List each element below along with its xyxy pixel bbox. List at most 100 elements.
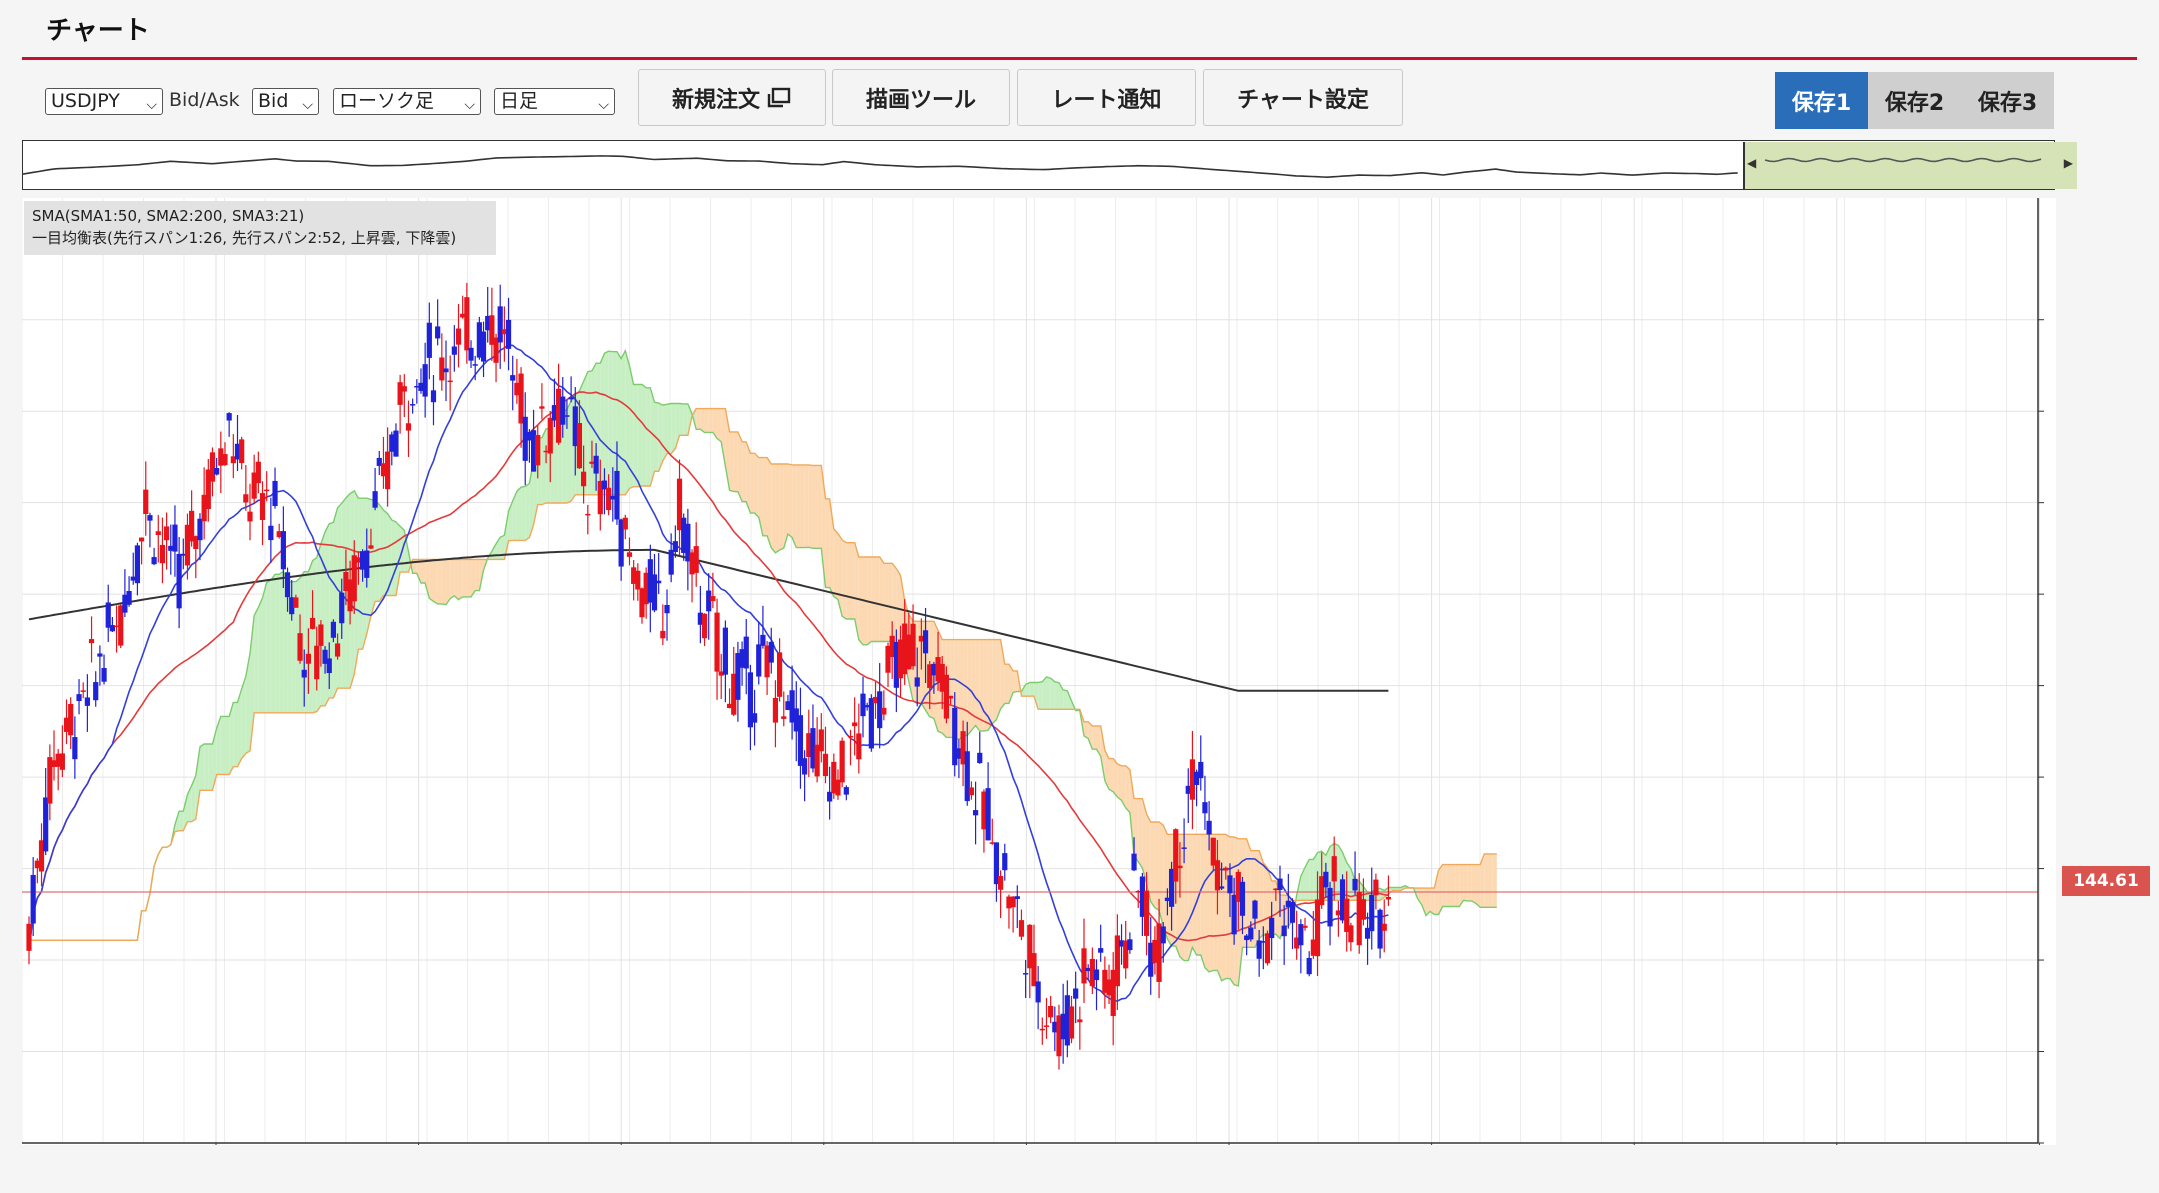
timeframe-select[interactable]: 日足 ⌵ [494, 88, 615, 115]
candle-body [1310, 939, 1316, 956]
candle-body [614, 470, 620, 520]
candle [656, 552, 662, 594]
candle [243, 464, 249, 511]
candle [789, 665, 795, 740]
cloud-segment-up [283, 571, 288, 713]
cloud-segment-up [525, 483, 530, 541]
candle-body [1181, 847, 1187, 849]
chart-type-select[interactable]: ローソク足 ⌵ [333, 88, 481, 115]
candle [735, 641, 741, 722]
candle-body [284, 572, 291, 598]
candle-body [101, 668, 107, 682]
cloud-segment-down [733, 431, 738, 492]
candle-body [401, 386, 407, 392]
price-chart[interactable]: 157.81155.70153.59151.48149.37147.26145.… [22, 198, 2056, 1145]
cloud-segment-up [254, 607, 259, 713]
candle-body [93, 682, 99, 701]
candle-body [818, 729, 824, 752]
navigator-range-window[interactable]: ◀ ▶ [1743, 142, 2077, 189]
candle-body [234, 443, 241, 460]
save-slot-3-button[interactable]: 保存3 [1961, 72, 2054, 129]
current-price-tag: 144.61 [2062, 866, 2150, 896]
cloud-segment-up [195, 746, 200, 820]
cloud-segment-up [387, 513, 392, 596]
candle [330, 619, 337, 643]
indicator-legend: SMA(SMA1:50, SMA2:200, SMA3:21) 一目均衡表(先行… [24, 201, 496, 255]
candle-body [197, 518, 203, 541]
save-slot-2-button[interactable]: 保存2 [1868, 72, 1961, 129]
new-order-button[interactable]: 新規注文 [638, 69, 826, 126]
candle [1143, 872, 1150, 956]
cloud-segment-down [854, 542, 859, 640]
cloud-segment-down [750, 453, 755, 514]
candle-body [768, 641, 774, 663]
candle-body [576, 423, 583, 469]
candle-body [785, 701, 791, 710]
candle [1002, 843, 1008, 881]
candle-body [643, 572, 649, 605]
candle-body [1239, 881, 1246, 916]
cloud-segment-down [804, 464, 809, 548]
cloud-segment-up [1038, 681, 1043, 710]
cloud-segment-down [1159, 821, 1164, 926]
candle [1298, 919, 1304, 974]
candle [1018, 909, 1025, 941]
candle-body [214, 468, 220, 475]
cloud-segment-down [917, 621, 922, 704]
candle-body [1127, 939, 1133, 951]
candle [593, 443, 599, 491]
navigator-left-handle-icon[interactable]: ◀ [1747, 156, 1757, 170]
cloud-segment-up [662, 404, 668, 461]
candle-body [656, 580, 662, 584]
cloud-segment-down [454, 559, 459, 600]
chart-navigator[interactable]: ◀ ▶ [22, 140, 2077, 190]
candle-body [1206, 820, 1212, 835]
candle-body [622, 517, 628, 530]
candle [155, 514, 161, 563]
candle [418, 368, 424, 394]
navigator-right-handle-icon[interactable]: ▶ [2063, 156, 2073, 170]
candle-body [251, 472, 257, 499]
candle [843, 785, 849, 801]
bid-ask-select[interactable]: Bid ⌵ [252, 88, 319, 115]
drawing-tools-button[interactable]: 描画ツール [832, 69, 1010, 126]
candle-body [972, 810, 979, 816]
candle [1214, 840, 1221, 915]
candle [247, 483, 253, 541]
candle-body [1131, 853, 1137, 871]
save-slot-1-button[interactable]: 保存1 [1775, 72, 1868, 129]
candle [1064, 980, 1070, 1058]
candle-body [1219, 886, 1225, 889]
candle [476, 316, 482, 360]
cloud-segment-up [216, 716, 221, 775]
candle-body [151, 557, 157, 565]
candle [397, 374, 403, 434]
candle-body [885, 645, 891, 673]
candle [1231, 877, 1237, 945]
cloud-segment-up [583, 371, 588, 495]
candle-body [939, 663, 945, 692]
candle-body [368, 545, 374, 549]
candle-body [797, 715, 804, 766]
cloud-segment-up [183, 794, 188, 831]
chart-settings-button[interactable]: チャート設定 [1203, 69, 1403, 126]
candle-body [451, 346, 457, 355]
cloud-segment-up [204, 743, 209, 791]
candle [126, 576, 132, 607]
cloud-segment-down [846, 542, 851, 619]
cloud-segment-up [329, 522, 334, 698]
candle-body [1356, 891, 1362, 946]
candle-body [1085, 967, 1091, 972]
candle-body [1264, 933, 1271, 964]
candle [831, 753, 837, 799]
cloud-segment-down [446, 559, 451, 605]
candle-body [1027, 924, 1033, 969]
candle [1085, 964, 1091, 980]
symbol-select[interactable]: USDJPY ⌵ [45, 88, 163, 115]
candle [1093, 959, 1100, 1011]
candle [877, 663, 883, 749]
candle-body [113, 625, 120, 628]
cloud-segment-up [224, 716, 230, 775]
rate-alert-button[interactable]: レート通知 [1017, 69, 1196, 126]
candle [635, 563, 641, 601]
